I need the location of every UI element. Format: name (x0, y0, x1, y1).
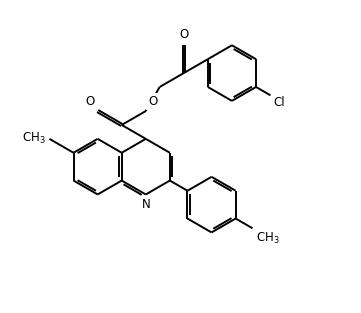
Text: Cl: Cl (274, 96, 285, 109)
Text: O: O (148, 95, 157, 108)
Text: N: N (142, 198, 150, 211)
Text: O: O (179, 28, 188, 41)
Text: CH$_3$: CH$_3$ (256, 230, 279, 245)
Text: CH$_3$: CH$_3$ (22, 131, 45, 146)
Text: O: O (85, 95, 95, 108)
